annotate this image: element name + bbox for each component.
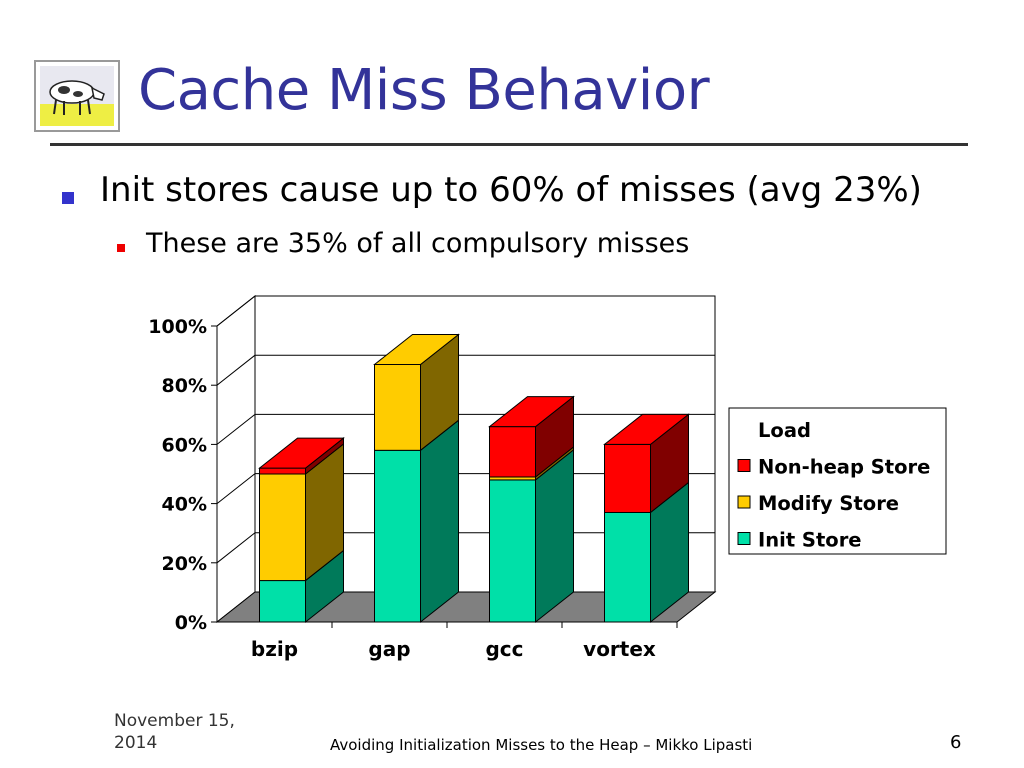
bar-top-bzip — [258, 437, 345, 469]
title-divider — [50, 143, 968, 146]
bar-top-gcc — [488, 396, 575, 428]
legend-box — [728, 407, 947, 555]
y-tick-label: 40% — [162, 494, 207, 516]
gridline-side — [216, 354, 256, 386]
bar-bzip-init-store — [259, 580, 306, 623]
y-tick-label: 100% — [148, 316, 207, 338]
legend-label: Load — [758, 419, 811, 442]
gridline-side — [216, 532, 256, 564]
bar-bzip-non-heap-store — [259, 467, 306, 475]
gridline-side — [216, 473, 256, 504]
x-tick-label: gap — [368, 637, 410, 661]
bar-gcc-non-heap-store — [489, 426, 536, 478]
page-number: 6 — [950, 732, 962, 753]
y-tick-label: 60% — [162, 434, 207, 456]
sub-bullet-marker — [117, 244, 125, 252]
footer-title: Avoiding Initialization Misses to the He… — [330, 736, 753, 754]
cow-logo-icon — [34, 60, 120, 132]
bullet-marker — [62, 192, 74, 204]
bar-bzip-modify-store — [259, 473, 306, 582]
legend-swatch — [737, 495, 751, 509]
bullet-main-text: Init stores cause up to 60% of misses (a… — [100, 170, 922, 210]
footer-date: November 15, 2014 — [114, 711, 235, 753]
legend-label: Init Store — [758, 529, 862, 552]
legend-label: Non-heap Store — [758, 456, 930, 479]
y-tick-label: 0% — [175, 612, 207, 634]
legend-swatch — [737, 532, 751, 545]
gridline-side — [216, 414, 256, 445]
bar-gcc-init-store — [489, 479, 536, 623]
bar-vortex-init-store — [604, 511, 651, 623]
bar-vortex-non-heap-store — [604, 443, 651, 513]
legend-swatch — [737, 459, 751, 472]
bar-gap-modify-store — [374, 363, 421, 451]
bullet-sub-text: These are 35% of all compulsory misses — [146, 228, 690, 259]
y-tick-label: 80% — [162, 375, 207, 397]
bar-side-gap-init-store — [420, 419, 459, 624]
slide-title: Cache Miss Behavior — [138, 58, 710, 123]
bar-top-vortex — [603, 413, 690, 445]
bar-gap-init-store — [374, 449, 421, 623]
x-tick-label: vortex — [583, 637, 656, 661]
chart-side-wall — [216, 294, 256, 624]
y-tick-label: 20% — [162, 553, 207, 575]
gridline-side — [216, 295, 256, 327]
x-tick-label: bzip — [251, 637, 298, 661]
legend-label: Modify Store — [758, 492, 899, 515]
x-tick-label: gcc — [485, 637, 523, 661]
bar-top-gap — [373, 333, 460, 365]
